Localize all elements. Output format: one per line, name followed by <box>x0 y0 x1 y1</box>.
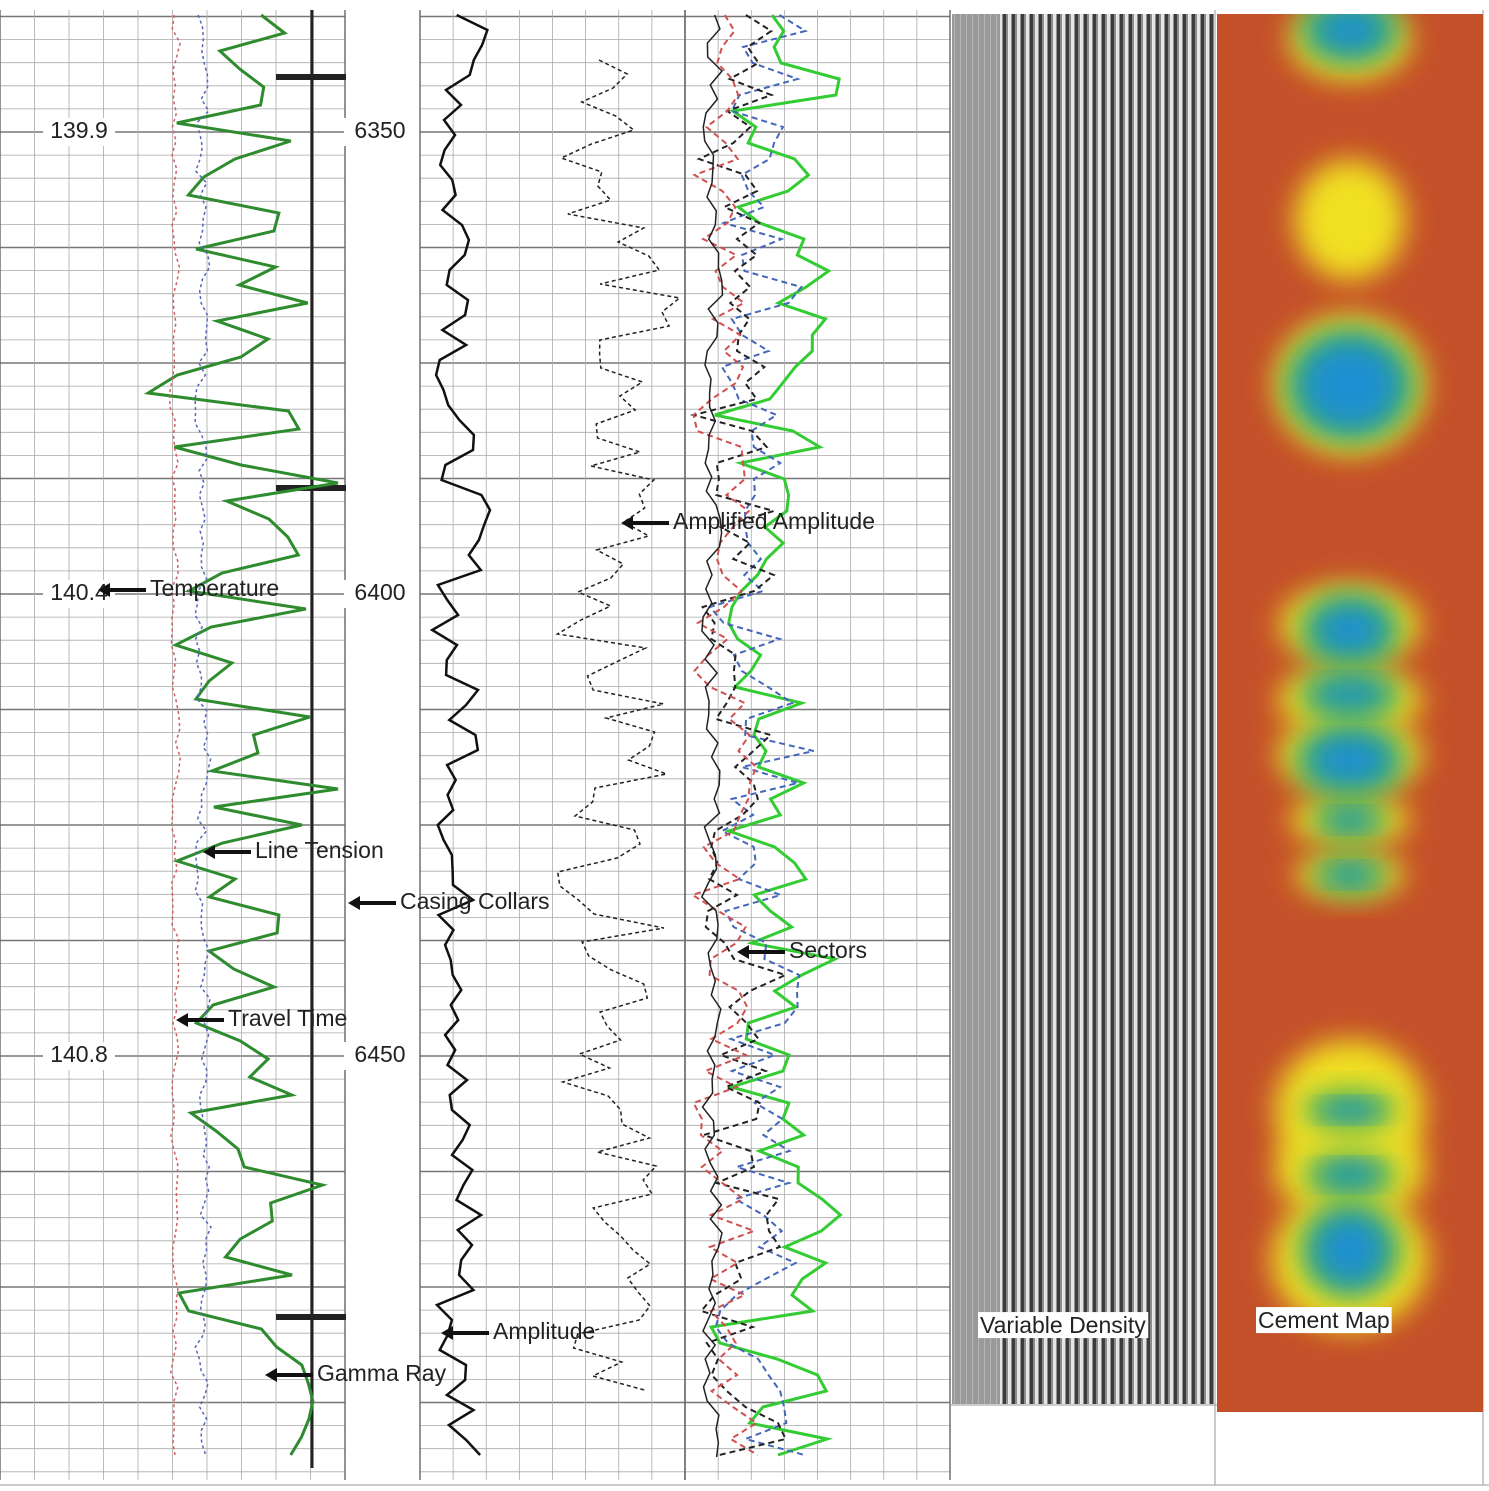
log-curve <box>708 14 843 1457</box>
annotation: Gamma Ray <box>317 1360 447 1386</box>
curves <box>143 13 843 1458</box>
arrow-head <box>176 1013 188 1027</box>
cement-blob <box>1315 605 1385 655</box>
time-label: 139.9 <box>50 117 108 143</box>
depth-label: 6450 <box>354 1041 405 1067</box>
image-label-bg <box>978 1312 1149 1339</box>
arrow-head <box>265 1368 277 1382</box>
log-curve <box>429 13 492 1456</box>
cement-blob <box>1320 1165 1380 1185</box>
cement-blob <box>1315 682 1385 708</box>
cement-blob <box>1315 14 1385 52</box>
log-curve <box>689 14 789 1456</box>
cement-blob <box>1300 340 1400 430</box>
depth-label: 6350 <box>354 117 405 143</box>
annotation: Temperature <box>150 575 279 601</box>
cement-blob <box>1320 1102 1380 1118</box>
cement-blob <box>1295 160 1405 280</box>
collar-mark <box>276 74 346 80</box>
label-bg <box>43 1042 115 1070</box>
log-curve <box>168 14 181 1458</box>
label-bg <box>344 118 416 146</box>
cement-blob <box>1328 867 1372 883</box>
label-bg <box>344 1042 416 1070</box>
cement-blob <box>1328 812 1372 828</box>
time-label: 140.8 <box>50 1041 108 1067</box>
annotation: Amplitude <box>493 1318 595 1344</box>
annotation: Travel Time <box>228 1005 347 1031</box>
image-label-bg <box>1256 1307 1392 1334</box>
label-bg <box>43 580 115 608</box>
log-curve <box>194 14 212 1456</box>
log-curve <box>690 14 759 1456</box>
grid <box>0 10 1489 1486</box>
label-bg <box>43 118 115 146</box>
collar-mark <box>276 1314 346 1320</box>
annotation: Line Tension <box>255 837 384 863</box>
arrow-head <box>441 1326 453 1340</box>
vdl-stripes <box>1000 14 1214 1404</box>
image-label: Variable Density <box>980 1312 1146 1338</box>
arrow-head <box>737 945 749 959</box>
image-label: Cement Map <box>1258 1307 1390 1333</box>
cement-blob <box>1310 735 1390 785</box>
cement-blobs <box>1272 14 1428 1330</box>
images <box>952 14 1483 1412</box>
annotation: Sectors <box>789 937 867 963</box>
log-curve <box>555 59 682 1391</box>
arrow-head <box>98 583 110 597</box>
arrow-head <box>203 845 215 859</box>
log-curve <box>700 14 724 1458</box>
depth-label: 6400 <box>354 579 405 605</box>
log-curve <box>708 14 814 1456</box>
label-bg <box>344 580 416 608</box>
log-curve <box>143 13 339 1456</box>
annotation: Amplified Amplitude <box>673 508 875 534</box>
time-label: 140.4 <box>50 579 108 605</box>
arrow-head <box>621 516 633 530</box>
cement-blob <box>1315 1215 1385 1285</box>
arrow-head <box>348 896 360 910</box>
annotation: Casing Collars <box>400 888 550 914</box>
labels: 139.9 140.4 140.8 6350 6400 6450 Temperature Li… <box>43 117 1392 1386</box>
